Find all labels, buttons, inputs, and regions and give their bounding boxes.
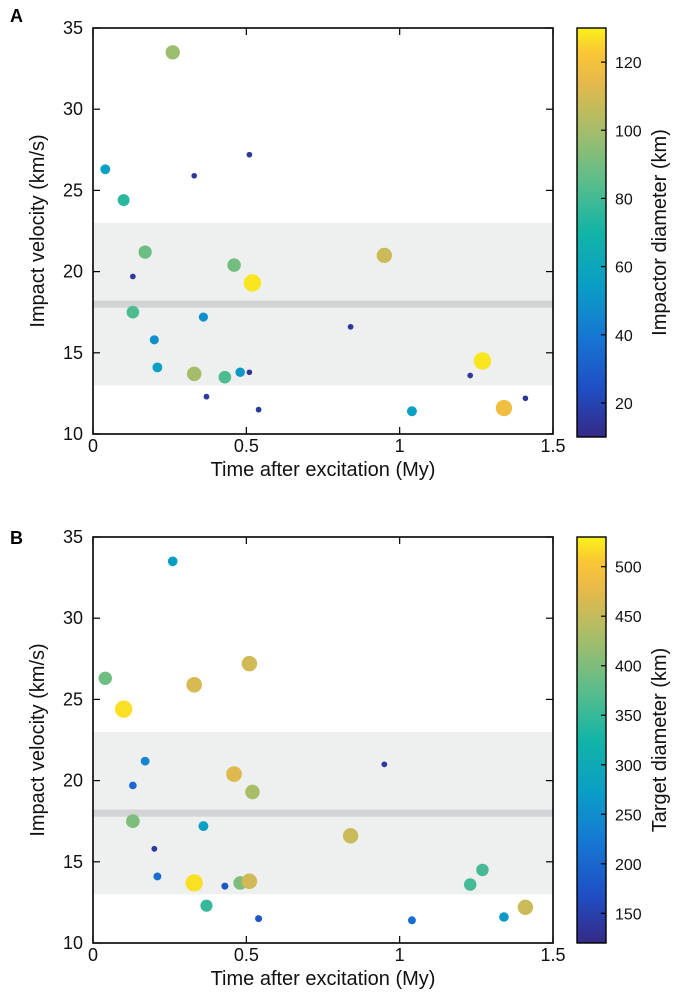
x-tick-label: 0 bbox=[88, 436, 98, 456]
colorbar-tick-label: 450 bbox=[615, 609, 642, 626]
y-tick-label: 10 bbox=[63, 933, 83, 953]
y-tick-label: 20 bbox=[63, 771, 83, 791]
data-point bbox=[464, 878, 476, 890]
data-point bbox=[150, 335, 159, 344]
data-point bbox=[242, 874, 257, 889]
y-axis-title: Impact velocity (km/s) bbox=[27, 134, 49, 327]
data-point bbox=[255, 915, 262, 922]
data-point bbox=[247, 369, 253, 375]
colorbar-tick-label: 60 bbox=[615, 260, 633, 277]
data-point bbox=[219, 371, 232, 384]
y-tick-label: 35 bbox=[63, 527, 83, 547]
colorbar-tick-label: 100 bbox=[615, 123, 642, 140]
y-tick-label: 25 bbox=[63, 180, 83, 200]
y-tick-label: 35 bbox=[63, 18, 83, 38]
colorbar-tick-label: 300 bbox=[615, 758, 642, 775]
data-point bbox=[199, 313, 208, 322]
data-point bbox=[99, 672, 112, 685]
y-tick-label: 10 bbox=[63, 424, 83, 444]
data-point bbox=[242, 656, 257, 671]
data-point bbox=[408, 916, 416, 924]
y-tick-label: 25 bbox=[63, 689, 83, 709]
data-point bbox=[226, 766, 242, 782]
data-point bbox=[348, 324, 354, 330]
data-point bbox=[168, 556, 178, 566]
data-point bbox=[381, 761, 387, 767]
data-point bbox=[467, 373, 473, 379]
data-point bbox=[343, 828, 358, 843]
x-tick-label: 1 bbox=[395, 436, 405, 456]
data-point bbox=[130, 274, 136, 280]
data-point bbox=[191, 173, 197, 179]
data-point bbox=[153, 872, 161, 880]
data-point bbox=[247, 152, 253, 158]
data-point bbox=[141, 757, 150, 766]
colorbar-tick-label: 200 bbox=[615, 857, 642, 874]
x-tick-label: 0.5 bbox=[234, 945, 259, 965]
x-axis-title: Time after excitation (My) bbox=[211, 459, 436, 481]
data-point bbox=[407, 406, 417, 416]
colorbar-tick-label: 500 bbox=[615, 560, 642, 577]
x-tick-label: 1.5 bbox=[540, 436, 565, 456]
data-point bbox=[115, 700, 132, 717]
data-point bbox=[518, 900, 533, 915]
data-point bbox=[499, 912, 509, 922]
data-point bbox=[186, 874, 203, 891]
data-point bbox=[186, 677, 202, 693]
x-tick-label: 0.5 bbox=[234, 436, 259, 456]
colorbar-tick-label: 40 bbox=[615, 328, 633, 345]
data-point bbox=[126, 814, 140, 828]
data-point bbox=[256, 407, 262, 413]
data-point bbox=[523, 395, 529, 401]
panel-letter: A bbox=[10, 6, 23, 26]
data-point bbox=[100, 164, 110, 174]
data-point bbox=[474, 352, 491, 369]
data-point bbox=[139, 245, 152, 258]
panel-letter: B bbox=[10, 528, 23, 548]
data-point bbox=[166, 45, 180, 59]
y-tick-label: 20 bbox=[63, 262, 83, 282]
y-tick-label: 30 bbox=[63, 99, 83, 119]
data-point bbox=[200, 900, 212, 912]
data-point bbox=[377, 248, 392, 263]
data-point bbox=[127, 306, 140, 319]
colorbar-gradient bbox=[577, 537, 606, 943]
colorbar-tick-label: 250 bbox=[615, 807, 642, 824]
colorbar-gradient bbox=[577, 28, 606, 437]
data-point bbox=[227, 258, 240, 271]
y-axis-title: Impact velocity (km/s) bbox=[27, 643, 49, 836]
data-point bbox=[204, 394, 210, 400]
colorbar-tick-label: 80 bbox=[615, 191, 633, 208]
colorbar-title: Target diameter (km) bbox=[649, 648, 671, 833]
y-tick-label: 30 bbox=[63, 608, 83, 628]
colorbar-tick-label: 20 bbox=[615, 396, 633, 413]
data-point bbox=[129, 782, 137, 790]
data-point bbox=[476, 864, 488, 876]
x-tick-label: 1 bbox=[395, 945, 405, 965]
data-point bbox=[221, 883, 228, 890]
colorbar-title: Impactor diameter (km) bbox=[649, 129, 671, 336]
data-point bbox=[198, 821, 208, 831]
x-tick-label: 0 bbox=[88, 945, 98, 965]
data-point bbox=[187, 367, 202, 382]
data-point bbox=[244, 274, 261, 291]
data-point bbox=[245, 785, 260, 800]
data-point bbox=[496, 400, 512, 416]
colorbar-tick-label: 150 bbox=[615, 906, 642, 923]
data-point bbox=[235, 368, 245, 378]
colorbar-tick-label: 400 bbox=[615, 659, 642, 676]
colorbar-tick-label: 120 bbox=[615, 55, 642, 72]
x-axis-title: Time after excitation (My) bbox=[211, 968, 436, 990]
data-point bbox=[118, 194, 130, 206]
y-tick-label: 15 bbox=[63, 343, 83, 363]
x-tick-label: 1.5 bbox=[540, 945, 565, 965]
colorbar-tick-label: 350 bbox=[615, 708, 642, 725]
data-point bbox=[152, 362, 162, 372]
data-point bbox=[151, 846, 157, 852]
y-tick-label: 15 bbox=[63, 852, 83, 872]
